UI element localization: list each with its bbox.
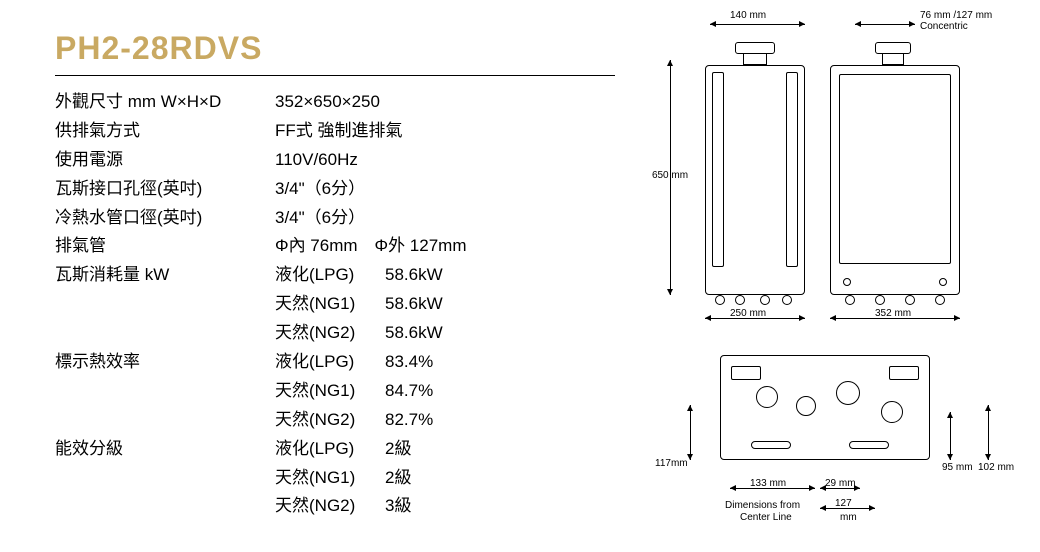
dim-arrow	[690, 405, 691, 460]
model-title: PH2-28RDVS	[55, 30, 635, 67]
dim-label-127-unit: mm	[840, 512, 857, 523]
dim-label-127: 127	[835, 498, 852, 509]
spec-sub-type: 液化(LPG)	[275, 261, 385, 290]
spec-sub-type: 液化(LPG)	[275, 435, 385, 464]
spec-row-water-port: 冷熱水管口徑(英吋) 3/4"（6分）	[55, 204, 635, 233]
spec-sub-val: 58.6kW	[385, 319, 443, 348]
spec-sub-type: 天然(NG2)	[275, 492, 385, 521]
flue-pipe	[743, 53, 767, 65]
spec-row-flue: 排氣管 Φ內 76mm Φ外 127mm	[55, 232, 635, 261]
dim-label-width: 352 mm	[875, 308, 911, 319]
spec-value: 3/4"（6分）	[275, 204, 635, 233]
bottom-fittings	[835, 295, 955, 307]
spec-label: 供排氣方式	[55, 117, 275, 146]
spec-sub-type: 天然(NG2)	[275, 319, 385, 348]
spec-label: 冷熱水管口徑(英吋)	[55, 204, 275, 233]
spec-value: 液化(LPG)83.4% 天然(NG1)84.7% 天然(NG2)82.7%	[275, 348, 635, 435]
spec-row-gas-port: 瓦斯接口孔徑(英吋) 3/4"（6分）	[55, 175, 635, 204]
dim-arrow	[710, 24, 805, 25]
spec-label: 使用電源	[55, 146, 275, 175]
spec-label: 排氣管	[55, 232, 275, 261]
dim-label-top-left: 140 mm	[730, 10, 766, 21]
dim-label-centerline: Dimensions from	[725, 500, 800, 511]
spec-label: 外觀尺寸 mm W×H×D	[55, 88, 275, 117]
side-panel	[786, 72, 798, 267]
spec-value: 110V/60Hz	[275, 146, 635, 175]
front-panel	[839, 74, 951, 264]
spec-value: 液化(LPG)2級 天然(NG1)2級 天然(NG2)3級	[275, 435, 635, 522]
dim-label-29: 29 mm	[825, 478, 856, 489]
spec-sub-type: 天然(NG1)	[275, 464, 385, 493]
divider	[55, 75, 615, 76]
spec-value: 3/4"（6分）	[275, 175, 635, 204]
spec-value: Φ內 76mm Φ外 127mm	[275, 232, 635, 261]
spec-label: 瓦斯消耗量 kW	[55, 261, 275, 348]
spec-sub-val: 84.7%	[385, 377, 433, 406]
spec-sub-type: 天然(NG2)	[275, 406, 385, 435]
diagram-area: 140 mm 76 mm /127 mm Concentric 650 mm 2…	[650, 10, 1030, 550]
spec-row-consumption: 瓦斯消耗量 kW 液化(LPG)58.6kW 天然(NG1)58.6kW 天然(…	[55, 261, 635, 348]
side-view	[705, 65, 805, 295]
dim-label-117: 117mm	[655, 458, 688, 469]
side-panel	[712, 72, 724, 267]
spec-sub-val: 83.4%	[385, 348, 433, 377]
dim-label-concentric: Concentric	[920, 21, 968, 32]
dim-label-height: 650 mm	[645, 170, 695, 181]
bottom-fittings	[710, 295, 800, 307]
spec-value: 液化(LPG)58.6kW 天然(NG1)58.6kW 天然(NG2)58.6k…	[275, 261, 635, 348]
spec-label: 標示熱效率	[55, 348, 275, 435]
spec-sub-val: 58.6kW	[385, 261, 443, 290]
bottom-view	[720, 355, 930, 460]
spec-row-exhaust: 供排氣方式 FF式 強制進排氣	[55, 117, 635, 146]
spec-row-power: 使用電源 110V/60Hz	[55, 146, 635, 175]
spec-sub-type: 天然(NG1)	[275, 377, 385, 406]
spec-sub-val: 3級	[385, 492, 411, 521]
dim-arrow	[988, 405, 989, 460]
dim-arrow	[950, 412, 951, 460]
dim-label-depth: 250 mm	[730, 308, 766, 319]
spec-table: 外觀尺寸 mm W×H×D 352×650×250 供排氣方式 FF式 強制進排…	[55, 88, 635, 521]
spec-sub-val: 58.6kW	[385, 290, 443, 319]
spec-row-dimensions: 外觀尺寸 mm W×H×D 352×650×250	[55, 88, 635, 117]
dim-label-102: 102 mm	[978, 462, 1014, 473]
spec-value: 352×650×250	[275, 88, 635, 117]
spec-sub-val: 2級	[385, 464, 411, 493]
dim-label-133: 133 mm	[750, 478, 786, 489]
dim-label-95: 95 mm	[942, 462, 973, 473]
spec-label: 能效分級	[55, 435, 275, 522]
spec-sub-type: 液化(LPG)	[275, 348, 385, 377]
spec-row-efficiency: 標示熱效率 液化(LPG)83.4% 天然(NG1)84.7% 天然(NG2)8…	[55, 348, 635, 435]
spec-value: FF式 強制進排氣	[275, 117, 635, 146]
flue-pipe	[882, 53, 904, 65]
spec-label: 瓦斯接口孔徑(英吋)	[55, 175, 275, 204]
spec-row-grade: 能效分級 液化(LPG)2級 天然(NG1)2級 天然(NG2)3級	[55, 435, 635, 522]
spec-sub-val: 2級	[385, 435, 411, 464]
dim-label-top-right: 76 mm /127 mm	[920, 10, 992, 21]
dim-arrow	[855, 24, 915, 25]
dim-label-centerline2: Center Line	[740, 512, 792, 523]
spec-sub-val: 82.7%	[385, 406, 433, 435]
spec-sub-type: 天然(NG1)	[275, 290, 385, 319]
front-view	[830, 65, 960, 295]
